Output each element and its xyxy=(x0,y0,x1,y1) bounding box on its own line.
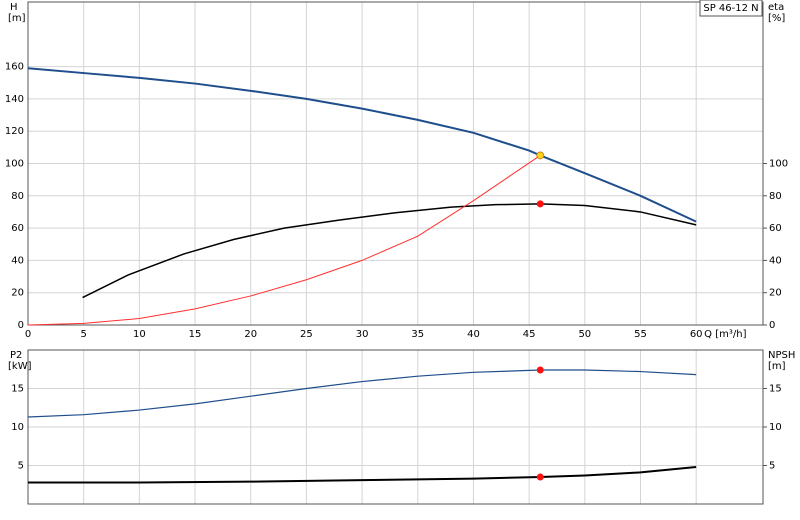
y2-tick-label: 0 xyxy=(769,320,775,331)
y2-tick-label: 15 xyxy=(769,384,782,395)
y2-tick-label: 100 xyxy=(769,159,788,170)
y-tick-label: 80 xyxy=(11,191,24,202)
y-tick-label: 20 xyxy=(11,288,24,299)
y-tick-label: 40 xyxy=(11,255,24,266)
y-tick-label: 120 xyxy=(5,126,24,137)
y2-tick-label: 20 xyxy=(769,288,782,299)
y-axis-label: H xyxy=(10,2,18,13)
y2-tick-label: 60 xyxy=(769,223,782,234)
operating-point xyxy=(536,473,544,481)
y2-axis-label: eta xyxy=(768,2,784,13)
y-tick-label: 160 xyxy=(5,62,24,73)
plot-frame xyxy=(27,1,764,326)
curve xyxy=(27,369,697,418)
x-tick-label: 20 xyxy=(244,329,257,340)
y-tick-label: 15 xyxy=(11,384,24,395)
x-tick-label: 50 xyxy=(578,329,591,340)
operating-point xyxy=(536,151,545,160)
curve xyxy=(28,466,697,484)
x-tick-label: 30 xyxy=(356,329,369,340)
x-tick-label: 5 xyxy=(80,329,86,340)
y2-tick-label: 10 xyxy=(769,422,782,433)
x-tick-label: 60 xyxy=(690,329,703,340)
y2-tick-label: 5 xyxy=(769,461,775,472)
y-axis-unit: [m] xyxy=(8,13,26,24)
x-tick-label: 10 xyxy=(133,329,146,340)
x-tick-label: 45 xyxy=(523,329,536,340)
y2-tick-label: 80 xyxy=(769,191,782,202)
x-tick-label: 40 xyxy=(467,329,480,340)
x-axis-label: Q [m³/h] xyxy=(704,329,746,340)
x-tick-label: 0 xyxy=(25,329,31,340)
curve xyxy=(27,67,697,223)
operating-point xyxy=(536,366,544,374)
x-tick-label: 15 xyxy=(189,329,202,340)
y2-axis-unit: [%] xyxy=(768,13,785,24)
curve xyxy=(82,203,697,299)
x-tick-label: 55 xyxy=(634,329,647,340)
plot-frame xyxy=(27,349,764,505)
title-box xyxy=(699,0,763,17)
x-tick-label: 25 xyxy=(300,329,313,340)
y-tick-label: 100 xyxy=(5,159,24,170)
y-tick-label: 140 xyxy=(5,94,24,105)
y-tick-label: 60 xyxy=(11,223,24,234)
y-tick-label: 0 xyxy=(18,320,24,331)
y2-axis-unit: [m] xyxy=(768,361,786,372)
y-axis-unit: [kW] xyxy=(8,361,32,372)
y-axis-label: P2 xyxy=(10,350,22,361)
operating-point xyxy=(536,200,544,208)
y-tick-label: 10 xyxy=(11,422,24,433)
x-tick-label: 35 xyxy=(411,329,424,340)
y-tick-label: 5 xyxy=(18,461,24,472)
curve xyxy=(27,155,541,326)
chart-title: SP 46-12 N xyxy=(703,3,758,14)
y2-tick-label: 40 xyxy=(769,255,782,266)
y2-axis-label: NPSH xyxy=(768,350,795,361)
